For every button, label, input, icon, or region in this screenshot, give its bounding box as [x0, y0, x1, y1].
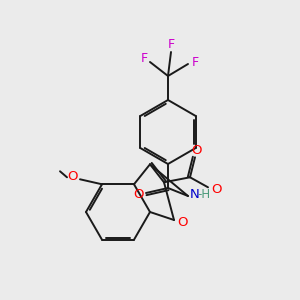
Text: -H: -H	[197, 188, 211, 202]
Text: O: O	[67, 170, 77, 183]
Text: F: F	[191, 56, 199, 68]
Text: O: O	[211, 183, 221, 196]
Text: F: F	[167, 38, 175, 52]
Text: O: O	[191, 144, 201, 157]
Text: O: O	[133, 188, 143, 200]
Text: F: F	[140, 52, 148, 65]
Text: N: N	[190, 188, 200, 202]
Text: O: O	[177, 217, 187, 230]
